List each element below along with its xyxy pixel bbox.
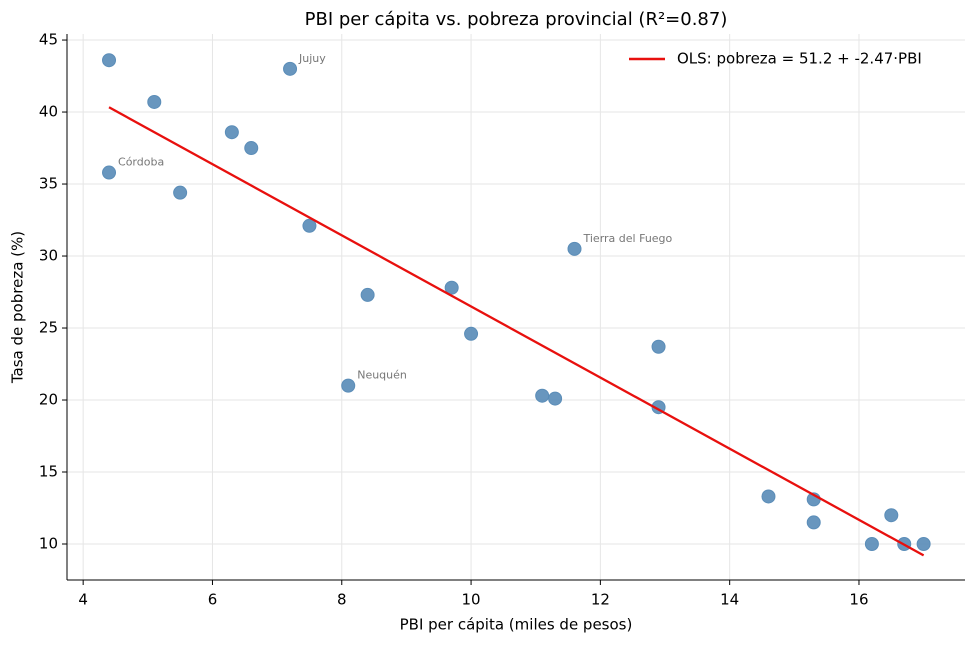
point bbox=[916, 537, 931, 552]
x-tick-label: 10 bbox=[462, 591, 481, 609]
point bbox=[761, 489, 776, 504]
y-axis-label: Tasa de pobreza (%) bbox=[9, 231, 27, 384]
point bbox=[567, 241, 582, 256]
point bbox=[360, 287, 375, 302]
point bbox=[341, 378, 356, 393]
x-axis-label: PBI per cápita (miles de pesos) bbox=[400, 616, 633, 634]
legend-label: OLS: pobreza = 51.2 + -2.47·PBI bbox=[677, 50, 922, 68]
point bbox=[173, 185, 188, 200]
x-tick-label: 4 bbox=[78, 591, 88, 609]
x-tick-label: 8 bbox=[337, 591, 347, 609]
y-tick-label: 10 bbox=[39, 535, 58, 553]
point bbox=[224, 125, 239, 140]
x-tick-label: 12 bbox=[591, 591, 610, 609]
point bbox=[651, 339, 666, 354]
annotation: Neuquén bbox=[357, 369, 407, 382]
point bbox=[884, 508, 899, 523]
point bbox=[548, 391, 563, 406]
y-tick-label: 15 bbox=[39, 463, 58, 481]
y-tick-label: 20 bbox=[39, 391, 58, 409]
x-tick-label: 16 bbox=[849, 591, 868, 609]
point bbox=[283, 61, 298, 76]
y-tick-label: 45 bbox=[39, 31, 58, 49]
point bbox=[147, 94, 162, 109]
point bbox=[864, 537, 879, 552]
point bbox=[806, 515, 821, 530]
point bbox=[444, 280, 459, 295]
annotation: Córdoba bbox=[118, 156, 164, 169]
point bbox=[464, 326, 479, 341]
point bbox=[535, 388, 550, 403]
y-tick-label: 35 bbox=[39, 175, 58, 193]
y-tick-label: 25 bbox=[39, 319, 58, 337]
regression-line bbox=[108, 106, 925, 557]
y-tick-label: 30 bbox=[39, 247, 58, 265]
point bbox=[102, 53, 117, 68]
x-tick-label: 6 bbox=[208, 591, 218, 609]
point bbox=[244, 141, 259, 156]
chart-title: PBI per cápita vs. pobreza provincial (R… bbox=[305, 9, 728, 30]
point bbox=[102, 165, 117, 180]
x-tick-label: 14 bbox=[720, 591, 739, 609]
annotation: Tierra del Fuego bbox=[583, 232, 673, 245]
point bbox=[302, 218, 317, 233]
y-tick-label: 40 bbox=[39, 103, 58, 121]
annotation: Jujuy bbox=[298, 52, 326, 65]
